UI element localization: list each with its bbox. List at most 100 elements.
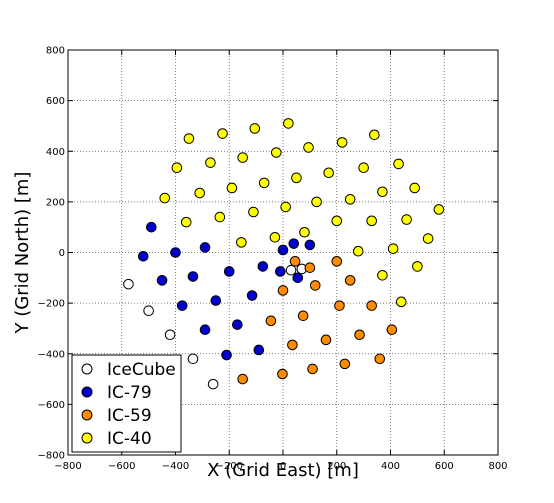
data-point-ic-79 (146, 221, 157, 233)
data-point-ic-79 (170, 247, 181, 258)
data-point-ic-40 (377, 186, 388, 198)
x-tick-label: 800 (488, 461, 507, 472)
data-point-ic-40 (249, 123, 261, 134)
data-point-ic-40 (214, 211, 226, 223)
data-point-ic-40 (194, 187, 205, 199)
data-point-ic-79 (199, 242, 211, 253)
data-point-ic-40 (331, 215, 343, 227)
legend-marker-icecube (81, 363, 93, 375)
y-axis-label: Y (Grid North) [m] (12, 172, 33, 335)
legend-label-ic-79: IC-79 (107, 383, 152, 403)
x-tick-label: 200 (327, 461, 346, 472)
data-point-ic-59 (277, 368, 288, 380)
data-point-ic-79 (246, 290, 258, 301)
y-tick-label: −600 (38, 400, 65, 411)
x-tick-label: −600 (108, 461, 135, 472)
x-tick-label: 400 (381, 461, 400, 472)
data-point-icecube (123, 278, 134, 290)
y-tick-label: 800 (46, 46, 65, 57)
data-point-ic-79 (199, 324, 211, 336)
data-point-ic-59 (307, 363, 318, 375)
data-point-ic-40 (299, 226, 310, 238)
data-point-ic-40 (395, 296, 407, 308)
data-point-ic-59 (237, 373, 248, 385)
data-point-ic-40 (387, 243, 399, 255)
x-tick-label: 600 (435, 461, 454, 472)
data-point-ic-59 (331, 256, 343, 267)
data-point-ic-40 (283, 118, 294, 129)
data-point-ic-79 (253, 344, 265, 356)
legend-marker-ic-40 (81, 432, 93, 444)
y-tick-label: 400 (46, 147, 65, 158)
data-point-ic-40 (180, 216, 192, 228)
y-tick-label: −400 (38, 349, 65, 360)
data-point-ic-59 (297, 310, 309, 322)
data-point-ic-40 (311, 196, 322, 208)
data-point-ic-79 (257, 261, 269, 272)
data-point-ic-79 (210, 295, 222, 306)
data-point-ic-40 (352, 245, 364, 257)
data-point-ic-40 (323, 167, 334, 179)
legend-label-ic-59: IC-59 (107, 406, 152, 426)
data-point-icecube (187, 353, 199, 365)
data-point-ic-40 (422, 233, 434, 244)
data-point-ic-40 (217, 128, 228, 139)
data-point-ic-59 (386, 324, 398, 336)
data-point-ic-40 (269, 232, 281, 243)
data-point-ic-79 (304, 239, 316, 251)
x-tick-label: −800 (54, 461, 81, 472)
y-tick-label: −800 (38, 451, 65, 462)
data-point-ic-79 (288, 238, 300, 249)
data-point-ic-40 (412, 261, 423, 272)
data-point-ic-40 (366, 215, 377, 227)
legend-label-ic-40: IC-40 (107, 429, 152, 449)
data-point-ic-40 (237, 152, 248, 163)
y-tick-label: 0 (59, 248, 65, 259)
data-point-ic-59 (287, 339, 298, 351)
data-point-ic-40 (291, 172, 302, 184)
data-point-icecube (285, 264, 297, 276)
data-point-ic-40 (393, 158, 404, 170)
data-point-ic-40 (258, 177, 270, 189)
x-tick-label: −200 (216, 461, 243, 472)
data-point-ic-40 (401, 214, 412, 225)
data-point-ic-40 (336, 137, 348, 148)
data-point-ic-40 (226, 182, 238, 194)
x-tick-label: −400 (162, 461, 189, 472)
data-point-ic-59 (309, 280, 321, 291)
data-point-ic-59 (334, 300, 345, 311)
data-point-ic-79 (221, 349, 232, 361)
data-point-ic-40 (369, 129, 380, 141)
data-point-ic-79 (137, 250, 149, 262)
data-point-ic-40 (248, 206, 259, 218)
data-point-ic-59 (344, 275, 356, 286)
data-point-ic-59 (289, 256, 301, 267)
x-tick-label: 0 (280, 461, 286, 472)
data-point-ic-40 (205, 157, 216, 168)
data-point-icecube (164, 329, 176, 341)
data-point-ic-79 (223, 266, 235, 277)
data-point-ic-40 (183, 133, 195, 144)
data-point-ic-40 (270, 147, 282, 158)
tick-labels: −800 −600 −400 −200 0 200 400 600 800 −800 −600 −40… (38, 46, 508, 473)
y-tick-label: 200 (46, 197, 65, 208)
y-tick-label: 600 (46, 96, 65, 107)
data-point-ic-79 (156, 275, 168, 286)
data-point-ic-59 (265, 315, 277, 327)
plot-frame (67, 49, 499, 456)
data-point-ic-79 (187, 271, 199, 282)
data-point-ic-40 (159, 192, 171, 204)
data-point-ic-40 (409, 182, 420, 194)
data-point-ic-40 (280, 201, 291, 213)
data-point-ic-79 (275, 266, 286, 277)
data-point-ic-59 (354, 329, 365, 341)
legend-marker-ic-59 (81, 409, 93, 421)
data-point-ic-40 (171, 162, 183, 174)
data-point-ic-59 (320, 334, 332, 346)
data-point-icecube (143, 305, 154, 317)
data-point-ic-79 (292, 272, 304, 284)
data-point-ic-59 (339, 358, 351, 370)
data-point-ic-79 (277, 244, 289, 256)
data-point-icecube (207, 378, 219, 390)
